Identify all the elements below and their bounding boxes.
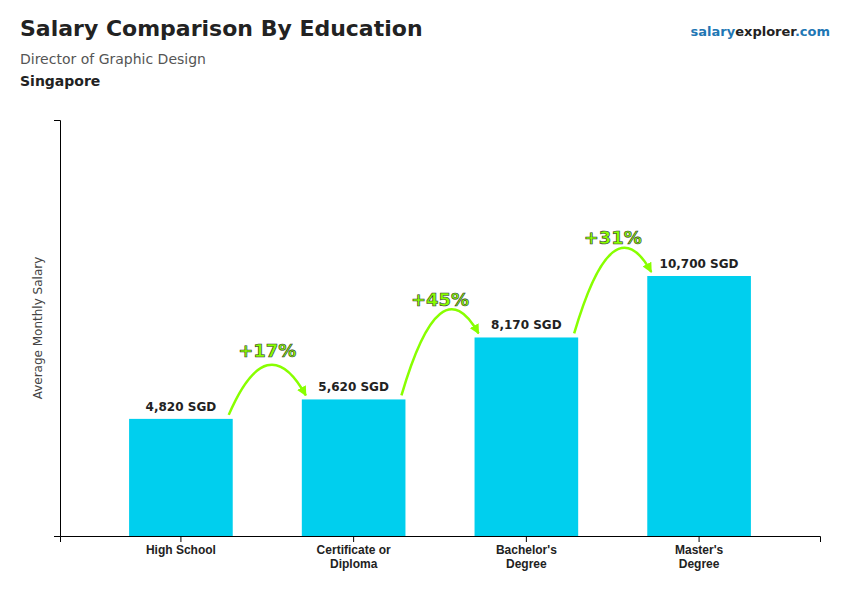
source-part: salary <box>691 24 736 39</box>
annotation: +31% <box>584 227 642 248</box>
x-tick-label-line: High School <box>146 543 216 557</box>
x-tick-label-line: Certificate or <box>317 543 391 557</box>
arrow <box>229 365 306 415</box>
x-axis: High School Certificate orDiploma Bachelor… <box>61 536 821 571</box>
x-tick-label-line: Degree <box>679 557 720 571</box>
bar <box>475 337 579 536</box>
arrow <box>401 309 478 395</box>
bars <box>129 276 751 536</box>
y-axis-label: Average Monthly Salary <box>31 257 45 400</box>
x-tick-label: High School <box>146 543 216 557</box>
subtitle: Singapore <box>20 73 100 89</box>
x-tick: Certificate orDiploma <box>317 536 391 571</box>
x-tick-label-line: Bachelor's <box>496 543 557 557</box>
x-tick-label: Bachelor'sDegree <box>496 543 557 571</box>
x-tick-mark <box>180 536 181 542</box>
x-axis-line <box>61 537 821 543</box>
data-labels: 4,820 SGD 5,620 SGD 8,170 SGD 10,700 SGD <box>146 257 739 414</box>
annotation: +17% <box>238 340 296 361</box>
bar <box>129 419 233 536</box>
source: salaryexplorer.com <box>691 24 830 39</box>
annotation: +45% <box>411 289 469 310</box>
data-label: 4,820 SGD <box>146 400 217 414</box>
x-tick-mark <box>699 536 700 542</box>
title: Salary Comparison By Education <box>20 16 423 41</box>
x-tick-mark <box>526 536 527 542</box>
y-axis-line <box>54 121 61 537</box>
source-part: .com <box>795 24 830 39</box>
x-tick-label-line: Diploma <box>330 557 378 571</box>
data-label: 8,170 SGD <box>491 318 562 332</box>
x-tick-mark <box>353 536 354 542</box>
data-label: 10,700 SGD <box>660 257 739 271</box>
bar <box>302 399 406 536</box>
chart: Salary Comparison By Education Director o… <box>0 0 850 606</box>
x-tick-label-line: Master's <box>675 543 724 557</box>
source-part: explorer <box>735 24 797 39</box>
data-label: 5,620 SGD <box>318 380 389 394</box>
x-tick-label: Master'sDegree <box>675 543 724 571</box>
arrow <box>574 248 651 334</box>
x-tick-label-line: Degree <box>506 557 547 571</box>
subtitle: Director of Graphic Design <box>20 51 206 67</box>
y-axis <box>54 121 61 537</box>
x-tick-label: Certificate orDiploma <box>317 543 391 571</box>
x-tick: Master'sDegree <box>675 536 724 571</box>
x-tick: Bachelor'sDegree <box>496 536 557 571</box>
bar <box>647 276 751 536</box>
x-tick: High School <box>146 536 216 557</box>
annotations: salaryexplorer.com +17% +45% +31% <box>229 24 830 415</box>
